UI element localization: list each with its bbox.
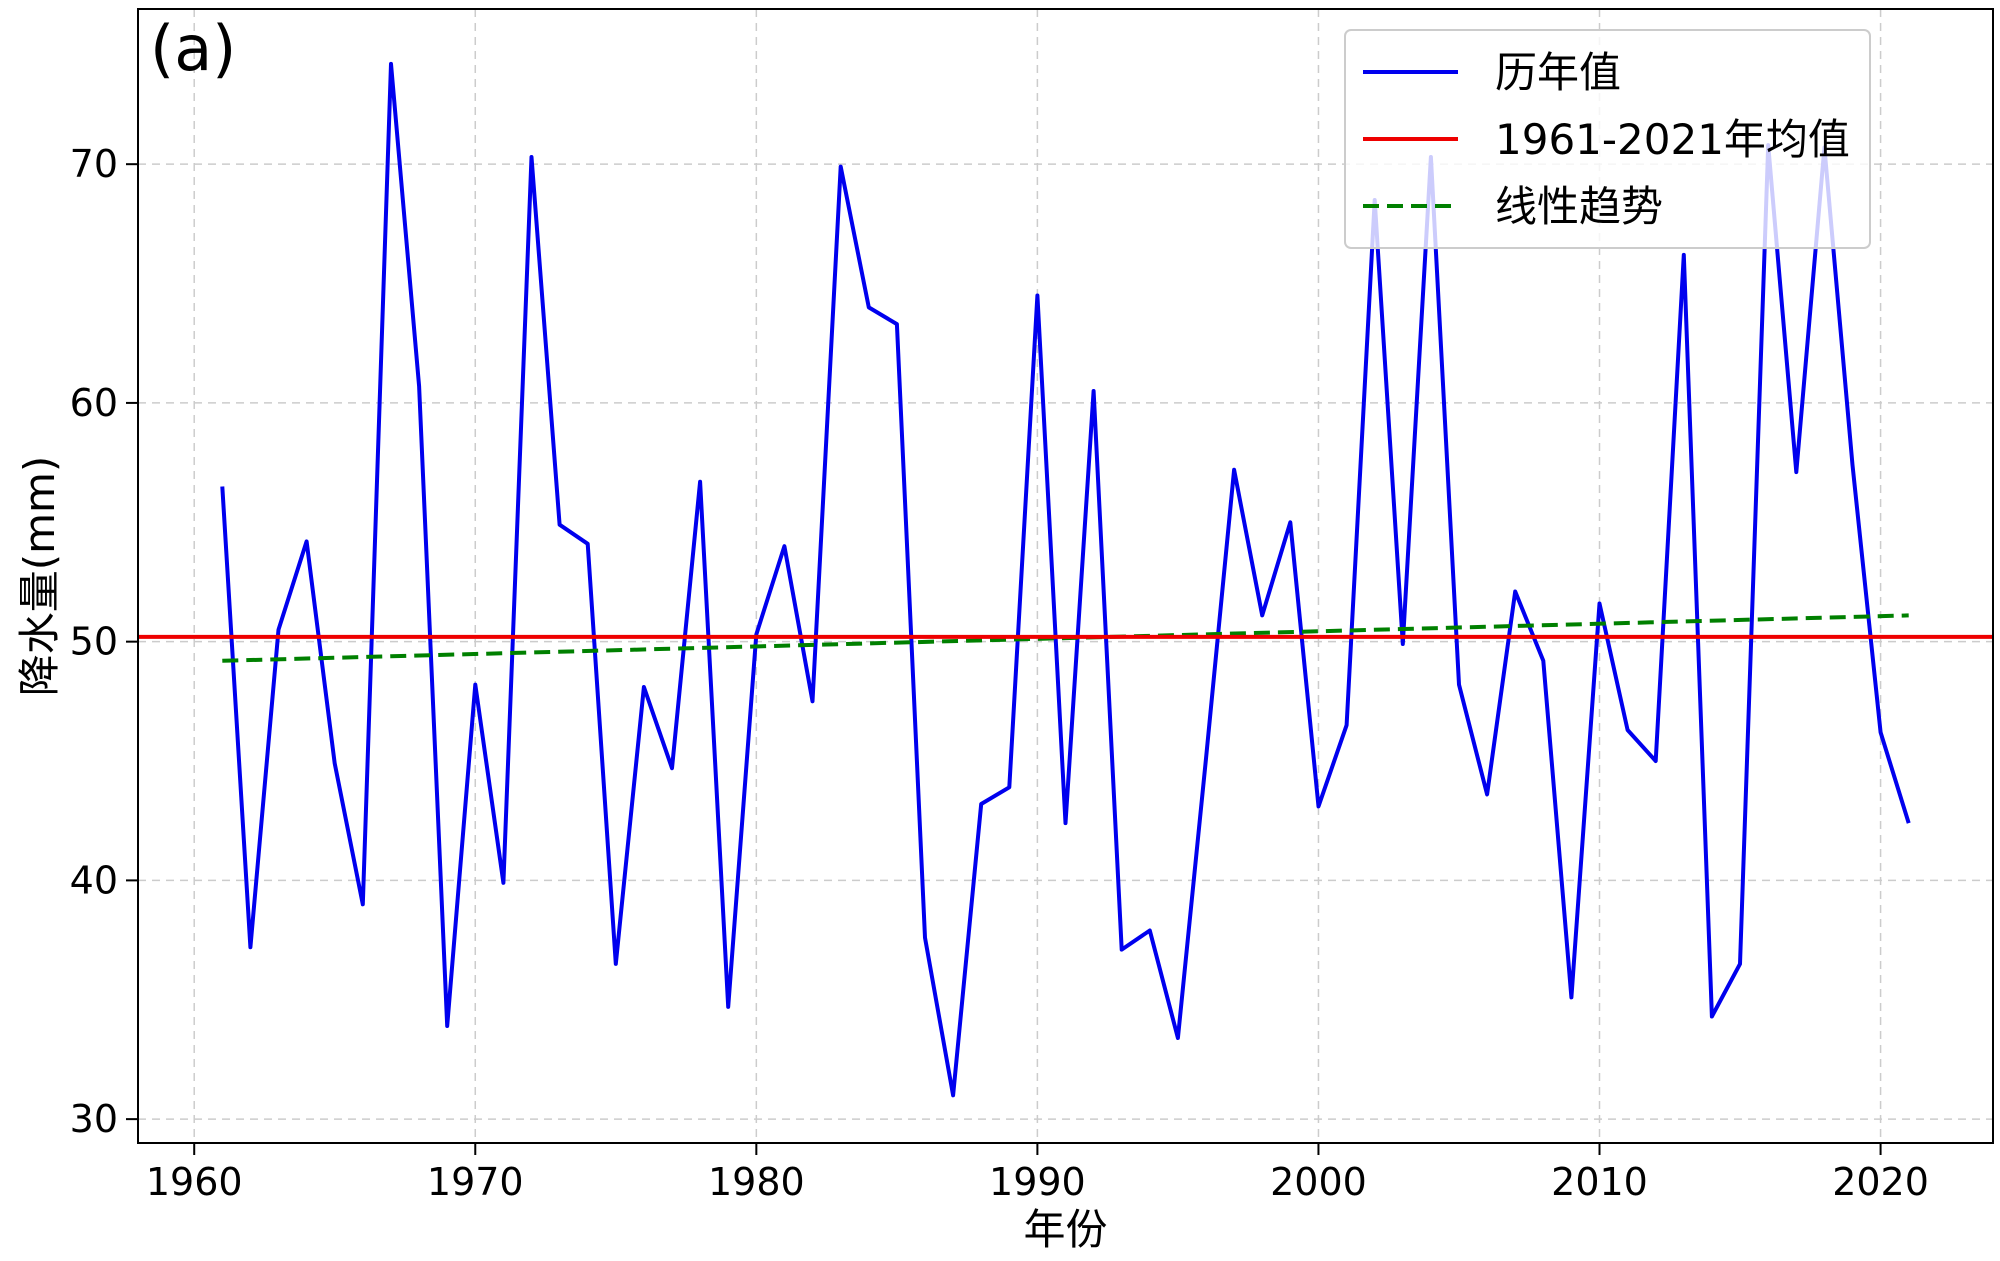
plot-area (137, 8, 1994, 1144)
panel-label: (a) (150, 12, 236, 85)
x-tick-label: 1970 (427, 1160, 524, 1204)
y-tick-label: 70 (70, 142, 118, 186)
x-axis-label: 年份 (1023, 1205, 1107, 1254)
grid (138, 9, 1993, 1143)
series-layer (138, 61, 1993, 1098)
y-tick-label: 50 (70, 620, 118, 664)
y-axis-label: 降水量(mm) (15, 456, 64, 697)
x-tick-label: 2010 (1551, 1160, 1648, 1204)
y-tick-label: 30 (70, 1097, 118, 1141)
y-tick-label: 40 (70, 858, 118, 902)
x-tick-label: 2000 (1270, 1160, 1367, 1204)
legend-text-mean: 1961-2021年均值 (1495, 115, 1850, 164)
series-annual-line (220, 61, 1911, 1098)
x-tick-label: 2020 (1832, 1160, 1929, 1204)
x-tick-label: 1990 (989, 1160, 1086, 1204)
legend: 历年值 1961-2021年均值 线性趋势 (1344, 29, 1871, 249)
axis-ticks: 1960 1970 1980 1990 2000 2010 2020 30 40 50 60 70 (70, 142, 1929, 1204)
y-tick-label: 60 (70, 381, 118, 425)
legend-text-trend: 线性趋势 (1495, 182, 1663, 231)
x-tick-label: 1980 (708, 1160, 805, 1204)
legend-text-annual: 历年值 (1495, 48, 1621, 97)
x-tick-label: 1960 (146, 1160, 243, 1204)
legend-box (1344, 29, 1871, 249)
